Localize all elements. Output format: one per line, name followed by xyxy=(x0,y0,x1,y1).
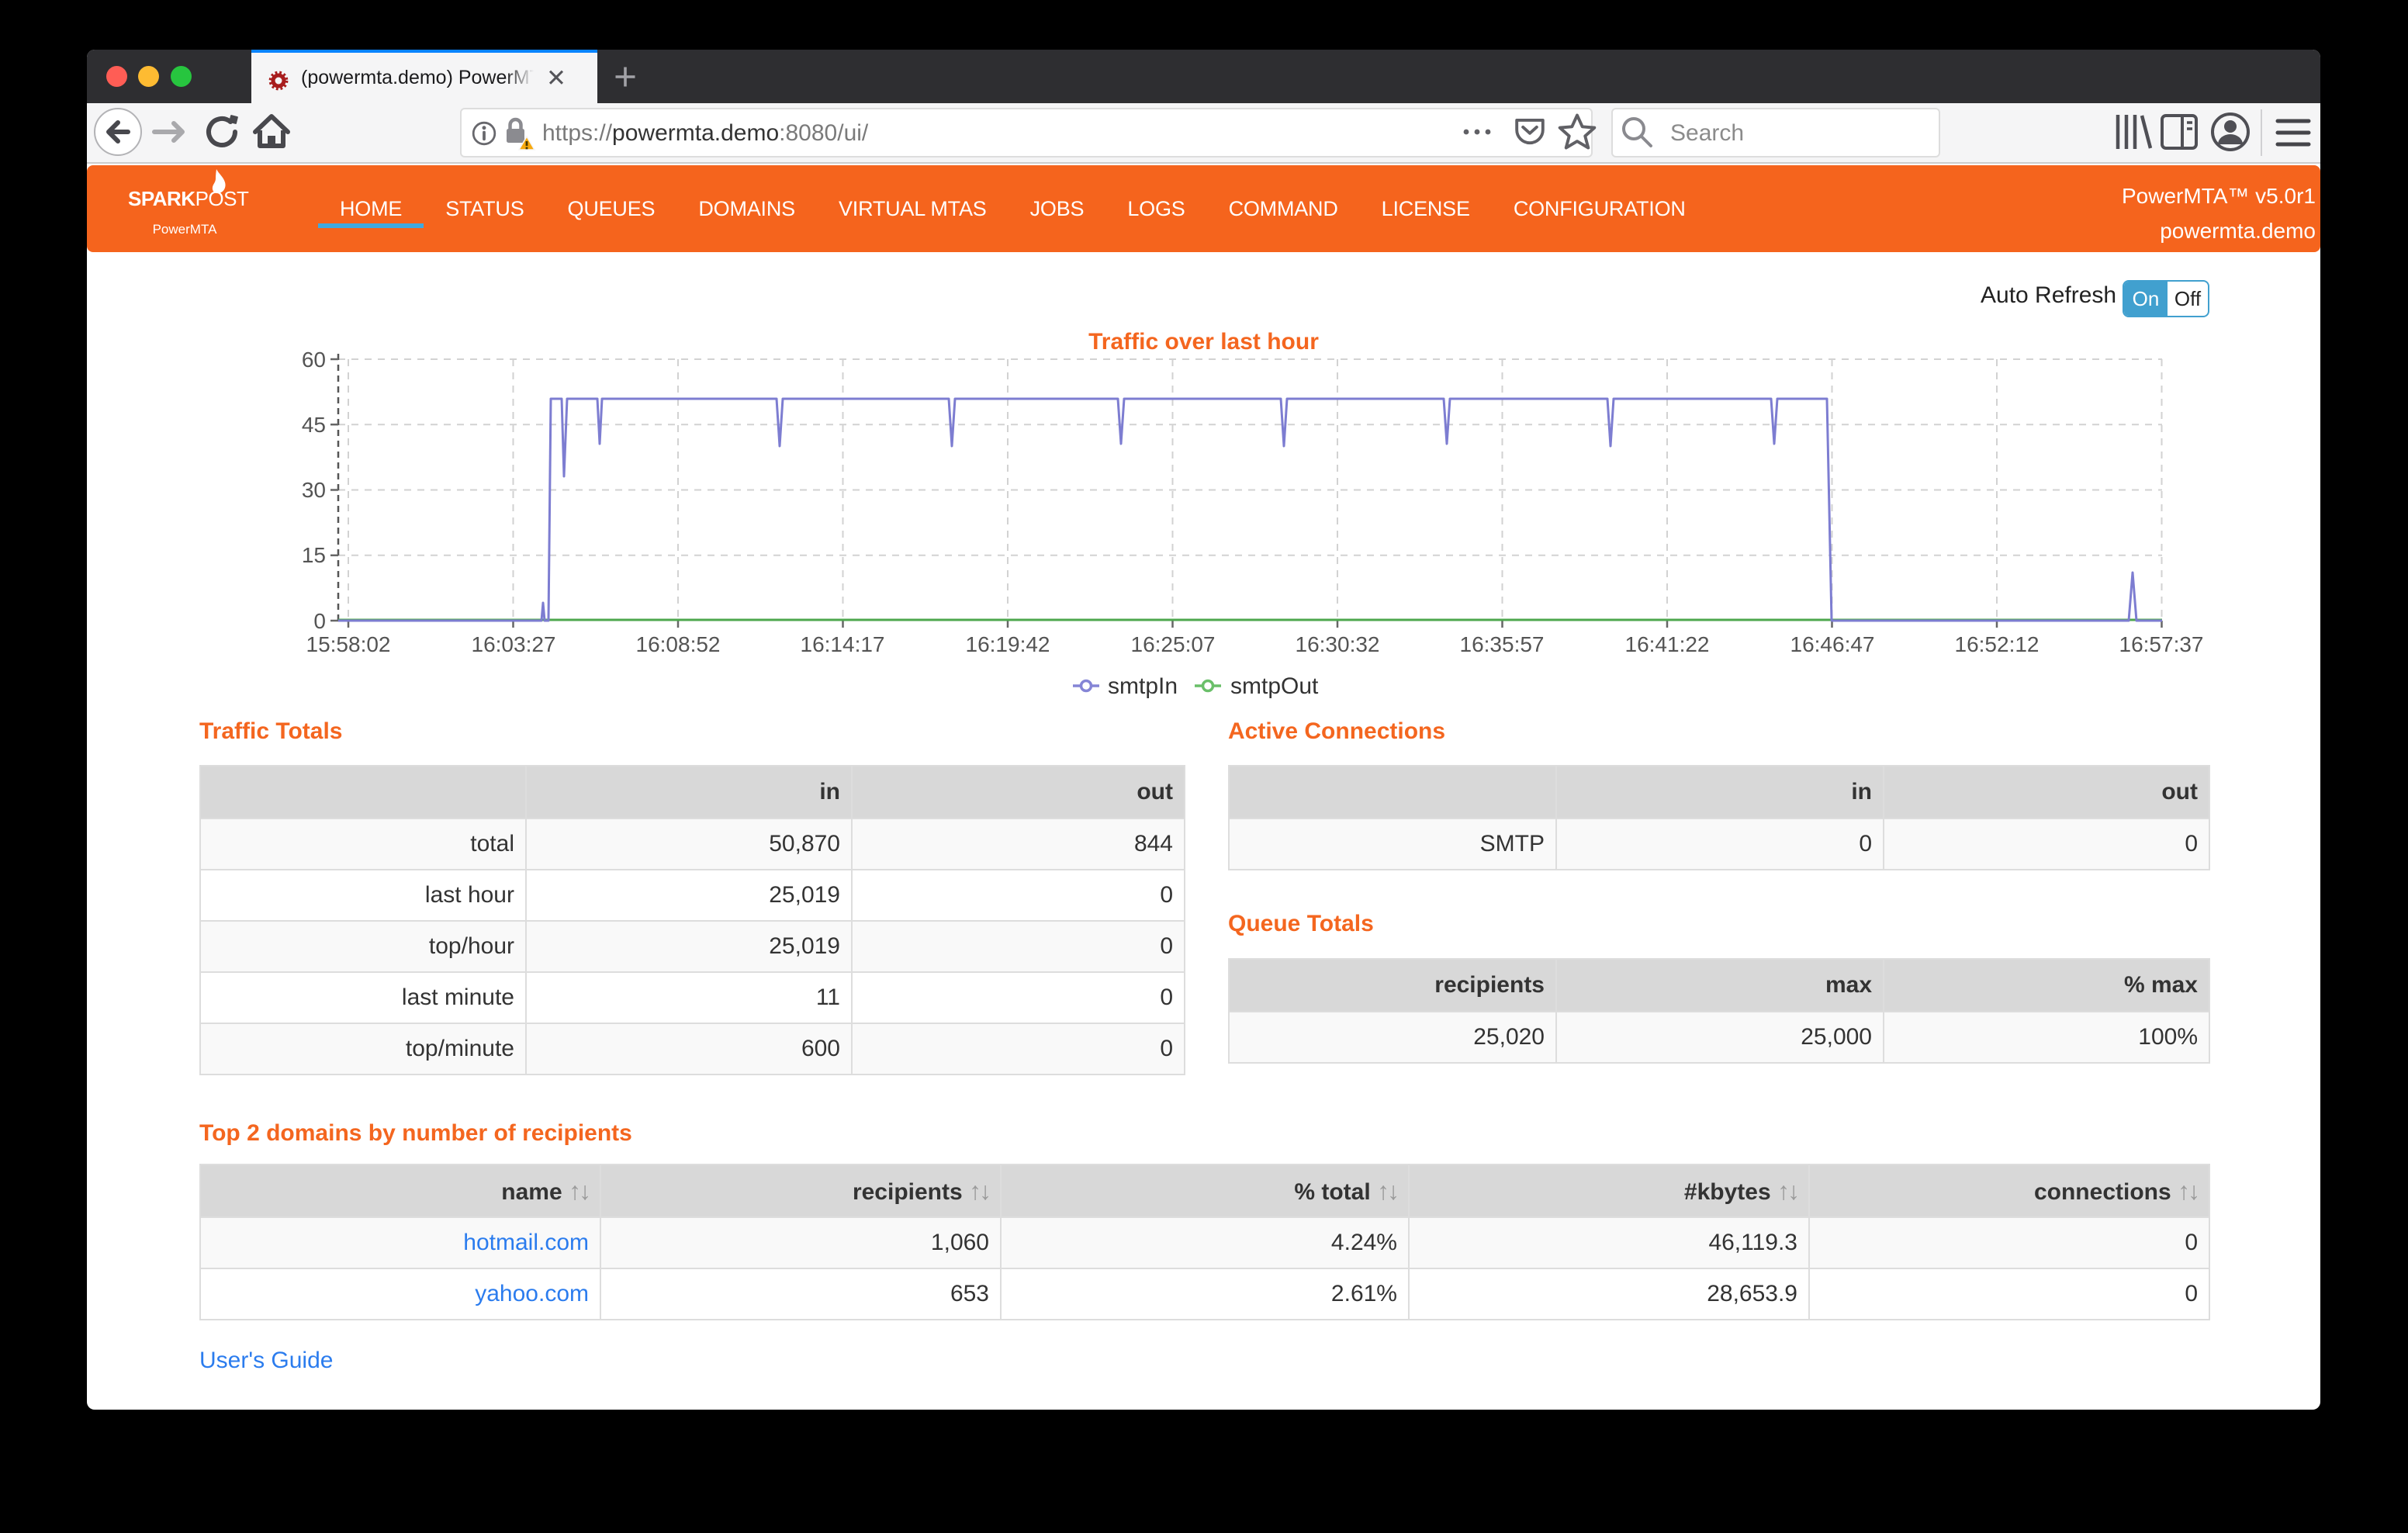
svg-text:16:08:52: 16:08:52 xyxy=(636,632,721,656)
svg-text:smtpIn: smtpIn xyxy=(1108,673,1178,699)
svg-text:16:25:07: 16:25:07 xyxy=(1131,632,1216,656)
svg-text:16:52:12: 16:52:12 xyxy=(1955,632,2040,656)
svg-text:45: 45 xyxy=(302,413,326,437)
svg-text:16:35:57: 16:35:57 xyxy=(1460,632,1545,656)
svg-text:16:14:17: 16:14:17 xyxy=(801,632,885,656)
svg-text:16:19:42: 16:19:42 xyxy=(966,632,1050,656)
svg-text:16:30:32: 16:30:32 xyxy=(1296,632,1380,656)
svg-text:16:46:47: 16:46:47 xyxy=(1790,632,1875,656)
svg-text:16:57:37: 16:57:37 xyxy=(2119,632,2204,656)
svg-text:15: 15 xyxy=(302,543,326,567)
svg-text:16:03:27: 16:03:27 xyxy=(472,632,556,656)
svg-text:16:41:22: 16:41:22 xyxy=(1625,632,1710,656)
svg-text:0: 0 xyxy=(313,609,326,633)
svg-text:30: 30 xyxy=(302,478,326,502)
svg-text:smtpOut: smtpOut xyxy=(1230,673,1319,699)
svg-text:15:58:02: 15:58:02 xyxy=(306,632,391,656)
svg-text:60: 60 xyxy=(302,348,326,372)
